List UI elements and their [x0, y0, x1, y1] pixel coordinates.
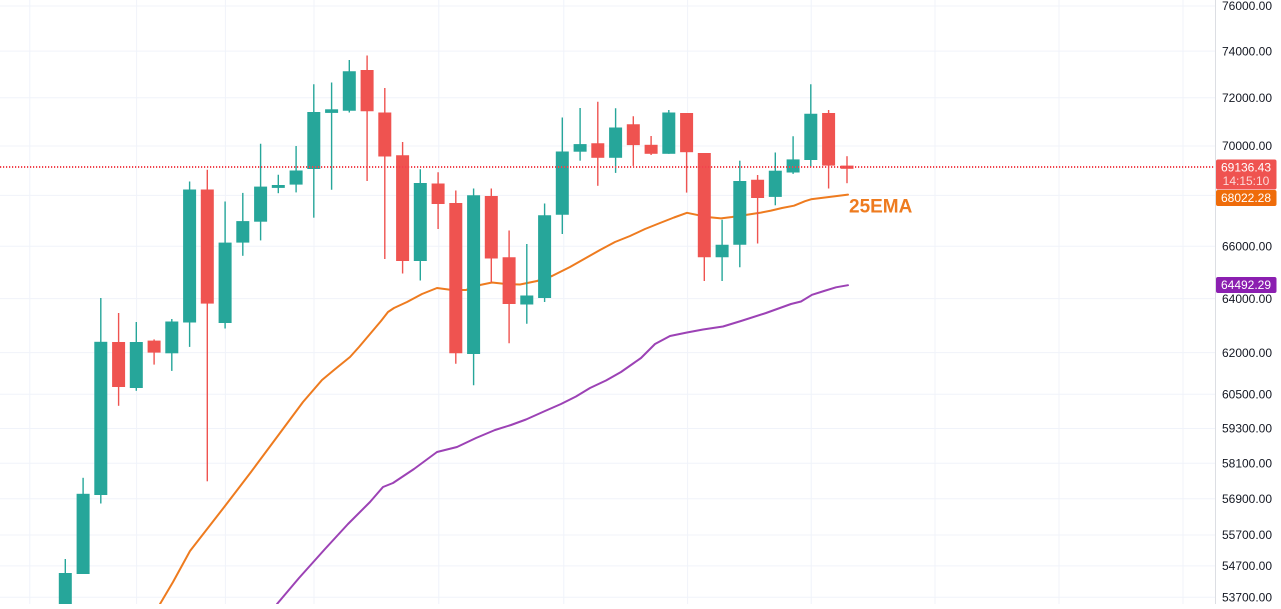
svg-text:68022.28: 68022.28 [1221, 191, 1271, 205]
svg-text:64000.00: 64000.00 [1222, 292, 1272, 306]
svg-text:62000.00: 62000.00 [1222, 346, 1272, 360]
svg-text:60500.00: 60500.00 [1222, 388, 1272, 402]
svg-text:25EMA: 25EMA [849, 197, 913, 218]
svg-text:64492.29: 64492.29 [1221, 278, 1271, 292]
svg-text:72000.00: 72000.00 [1222, 91, 1272, 105]
svg-text:53700.00: 53700.00 [1222, 590, 1272, 604]
svg-text:66000.00: 66000.00 [1222, 239, 1272, 253]
svg-text:76000.00: 76000.00 [1222, 0, 1272, 13]
svg-text:58100.00: 58100.00 [1222, 457, 1272, 471]
svg-text:70000.00: 70000.00 [1222, 139, 1272, 153]
svg-text:54700.00: 54700.00 [1222, 559, 1272, 573]
svg-text:56900.00: 56900.00 [1222, 492, 1272, 506]
svg-text:14:15:10: 14:15:10 [1223, 174, 1270, 188]
svg-text:74000.00: 74000.00 [1222, 44, 1272, 58]
svg-text:59300.00: 59300.00 [1222, 422, 1272, 436]
svg-text:55700.00: 55700.00 [1222, 528, 1272, 542]
svg-text:69136.43: 69136.43 [1221, 161, 1271, 175]
